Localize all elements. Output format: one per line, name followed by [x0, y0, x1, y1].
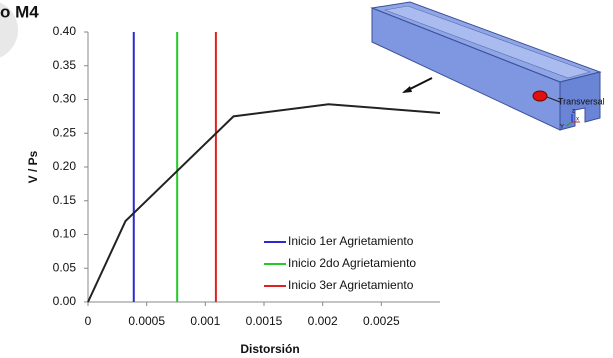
- chart: o M4 Distorsión V / Ps Transversal z x Y…: [0, 0, 613, 358]
- x-axis-label: Distorsión: [240, 342, 299, 356]
- inset-label: x: [576, 117, 579, 123]
- legend-label: Inicio 2do Agrietamiento: [288, 256, 416, 270]
- y-tick-label: 0.00: [53, 294, 77, 308]
- x-tick-label: 0.0005: [128, 314, 165, 328]
- y-tick-label: 0.05: [53, 260, 77, 274]
- chart-title: o M4: [0, 2, 39, 21]
- x-tick-label: 0.002: [308, 314, 338, 328]
- inset-label: z: [572, 109, 575, 115]
- x-tick-label: 0: [85, 314, 92, 328]
- y-tick-label: 0.30: [53, 92, 77, 106]
- y-tick-label: 0.35: [53, 58, 77, 72]
- y-tick-label: 0.15: [53, 193, 77, 207]
- y-axis-label: V / Ps: [26, 150, 40, 183]
- legend-label: Inicio 3er Agrietamiento: [288, 278, 414, 292]
- y-tick-label: 0.25: [53, 125, 77, 139]
- x-tick-label: 0.001: [190, 314, 220, 328]
- y-tick-label: 0.40: [53, 24, 77, 38]
- x-tick-label: 0.0025: [363, 314, 400, 328]
- y-tick-label: 0.20: [53, 159, 77, 173]
- x-tick-label: 0.0015: [246, 314, 283, 328]
- legend-label: Inicio 1er Agrietamiento: [288, 234, 414, 248]
- inset-label: Transversal: [558, 96, 605, 106]
- inset-label: Y: [560, 125, 564, 131]
- y-tick-label: 0.10: [53, 227, 77, 241]
